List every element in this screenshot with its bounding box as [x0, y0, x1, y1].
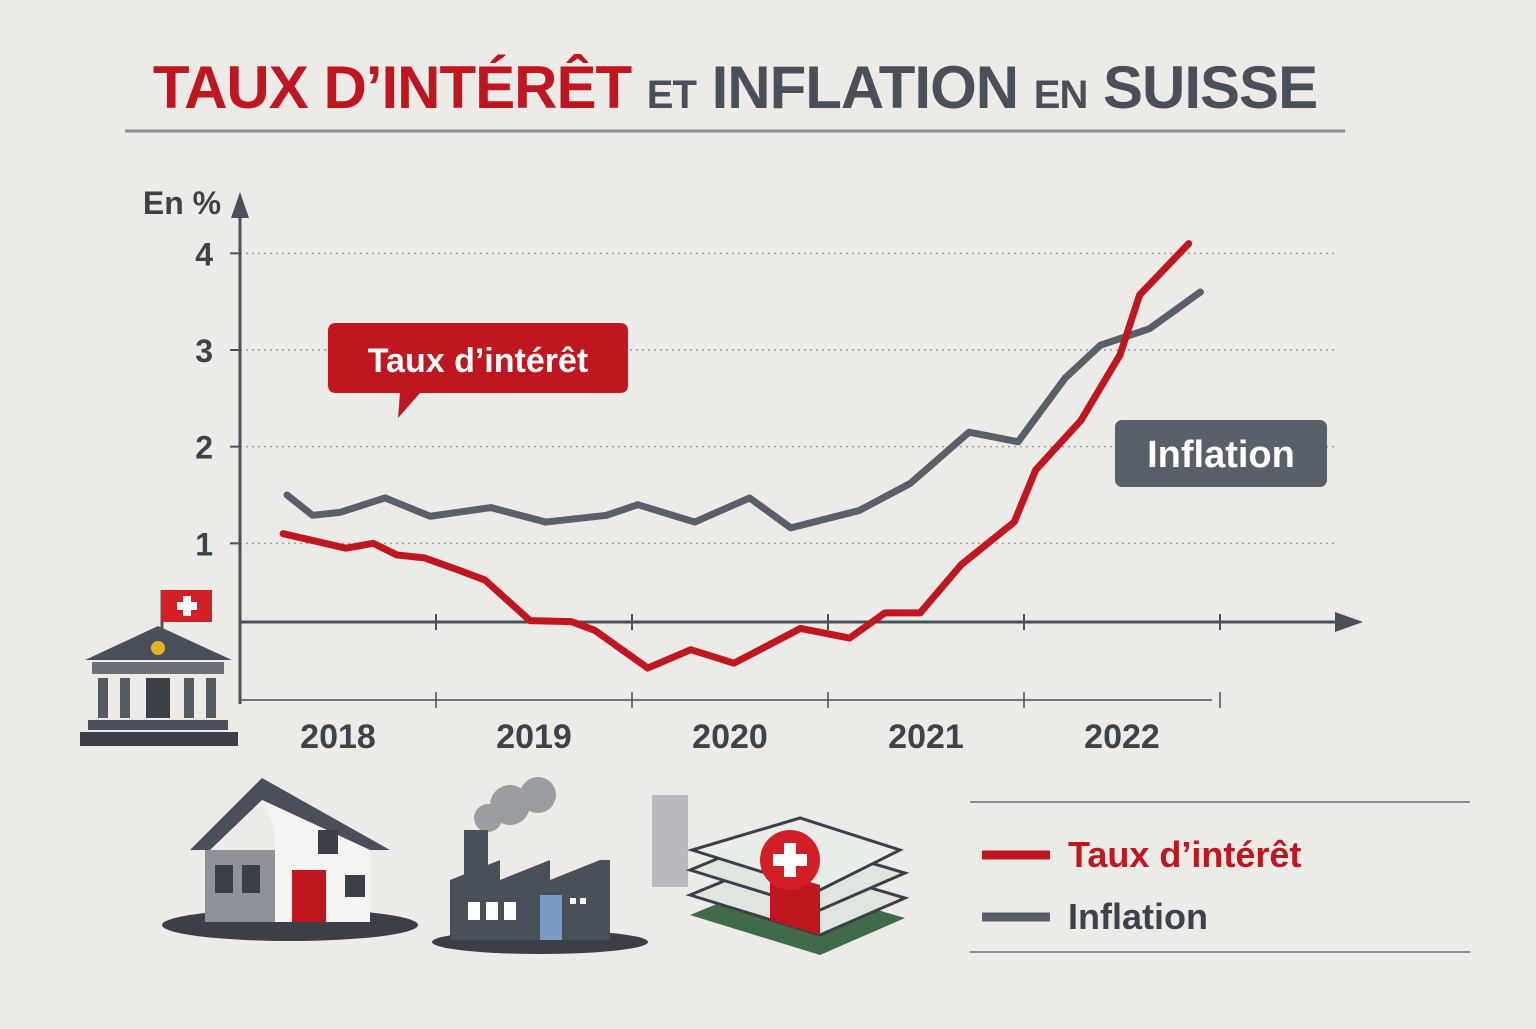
y-axis-label: En %	[143, 185, 221, 221]
legend-label: Inflation	[1068, 896, 1208, 937]
x-axis-arrow	[1335, 612, 1363, 632]
plot: 1 2 3 4 2018 2019 2020 2021 2022 Taux d’intérêt In…	[195, 192, 1363, 937]
y-axis-arrow	[231, 192, 249, 218]
x-tick-label: 2018	[300, 718, 376, 756]
house-icon	[162, 778, 418, 941]
factory-icon	[432, 777, 648, 954]
title-part: EN	[1034, 73, 1088, 117]
title-part: SUISSE	[1103, 54, 1317, 121]
bank-icon	[80, 590, 238, 746]
money-icon	[652, 795, 910, 955]
y-tick-label: 2	[195, 430, 213, 466]
x-tick-label: 2020	[692, 718, 768, 756]
y-tick-label: 4	[195, 236, 213, 272]
y-tick-label: 1	[195, 526, 213, 562]
chart-title: TAUX D’INTÉRÊT ET INFLATION EN SUISSE	[153, 54, 1317, 121]
title-part: TAUX D’INTÉRÊT	[153, 54, 632, 121]
x-tick-label: 2022	[1084, 718, 1160, 756]
legend-label: Taux d’intérêt	[1068, 834, 1301, 875]
x-tick-label: 2019	[496, 718, 572, 756]
title-part: INFLATION	[712, 54, 1019, 121]
callout-label: Inflation	[1147, 434, 1295, 476]
callout-box	[328, 323, 628, 418]
x-tick-label: 2021	[888, 718, 964, 756]
title-part: ET	[647, 73, 697, 117]
y-tick-label: 3	[195, 333, 213, 369]
callout-box	[1115, 420, 1327, 487]
callout-label: Taux d’intérêt	[368, 342, 588, 380]
series-line	[279, 240, 1193, 672]
series-line	[283, 288, 1204, 532]
